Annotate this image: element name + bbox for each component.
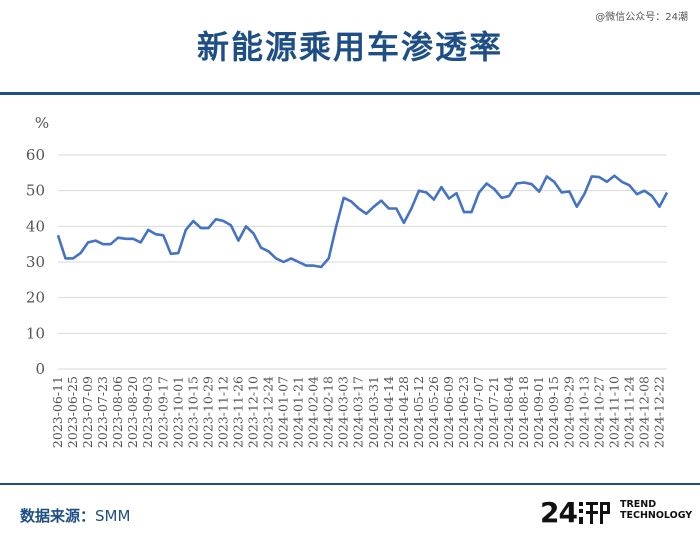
top-divider [0,92,700,95]
logo-number: 24 [540,496,578,529]
x-tick-label: 2023-07-09 [80,376,95,448]
x-tick-label: 2023-06-11 [50,376,65,448]
logo-text: TREND TECHNOLOGY [620,499,692,521]
x-tick-label: 2024-11-10 [606,376,621,448]
y-tick-label: 20 [26,289,45,307]
x-tick-label: 2023-11-12 [215,376,230,448]
x-tick-label: 2023-08-20 [125,376,140,448]
x-tick-label: 2024-03-31 [366,376,381,448]
x-tick-label: 2024-01-07 [276,376,291,448]
y-tick-label: 50 [26,182,45,200]
x-tick-label: 2024-04-28 [396,376,411,448]
x-tick-label: 2024-06-23 [456,376,471,448]
watermark: @微信公众号：24潮 [595,12,688,23]
y-tick-label: 40 [26,217,45,235]
data-source: 数据来源：SMM [20,505,130,526]
logo-text-line2: TECHNOLOGY [620,510,693,521]
chart-title: 新能源乘用车渗透率 [196,28,503,66]
x-tick-label: 2024-09-29 [561,376,576,448]
x-tick-label: 2024-02-18 [321,376,336,448]
data-series [56,174,669,269]
x-tick-label: 2024-01-21 [291,376,306,448]
grid-lines [58,154,667,370]
source-label: 数据来源： [20,507,96,525]
x-tick-label: 2023-06-25 [65,376,80,448]
x-tick-label: 2024-04-14 [381,376,396,448]
x-tick-label: 2023-11-26 [230,376,245,448]
x-tick-label: 2023-09-17 [155,376,170,448]
y-tick-labels: 0 10 20 30 40 50 60 [26,146,45,378]
x-tick-label: 2024-08-18 [516,376,531,448]
x-tick-label: 2023-10-01 [170,376,185,448]
x-tick-label: 2024-10-13 [576,376,591,448]
x-tick-label: 2023-12-24 [261,376,276,448]
y-tick-label: 10 [26,324,45,342]
source-value: SMM [95,507,131,525]
y-tick-label: 0 [35,360,45,378]
x-tick-label: 2024-09-15 [546,376,561,448]
logo-text-line1: TREND [620,499,657,510]
x-tick-label: 2024-06-09 [441,376,456,448]
x-tick-label: 2024-07-07 [471,376,486,448]
x-tick-label: 2024-08-04 [501,376,516,448]
x-tick-label: 2024-05-26 [426,376,441,448]
x-tick-label: 2023-07-23 [95,376,110,448]
x-tick-label: 2024-09-01 [531,376,546,448]
x-tick-label: 2024-11-24 [621,376,636,448]
brand-logo: 24 TREND TECHNOLOGY [540,496,692,532]
x-tick-label: 2024-05-12 [411,376,426,448]
x-tick-label: 2023-10-15 [185,376,200,448]
x-tick-label: 2024-03-17 [351,376,366,448]
x-tick-label: 2024-03-03 [336,376,351,448]
x-tick-label: 2024-10-27 [591,376,606,448]
x-tick-label: 2024-07-21 [486,376,501,448]
x-tick-label: 2023-08-06 [110,376,125,448]
bottom-divider [0,483,700,485]
y-tick-label: 30 [26,253,45,271]
y-tick-label: 60 [26,146,45,164]
x-tick-label: 2023-09-03 [140,376,155,448]
y-axis-label: % [35,114,49,132]
x-tick-labels: 2023-06-11 2023-06-25 2023-07-09 2023-07-23… [50,376,666,448]
x-tick-label: 2023-10-29 [200,376,215,448]
x-tick-label: 2024-12-22 [651,376,666,448]
logo-glyph-icon [579,502,610,524]
x-tick-label: 2023-12-10 [245,376,260,448]
x-tick-label: 2024-12-08 [636,376,651,448]
series-line [56,174,669,269]
x-tick-label: 2024-02-04 [306,376,321,448]
